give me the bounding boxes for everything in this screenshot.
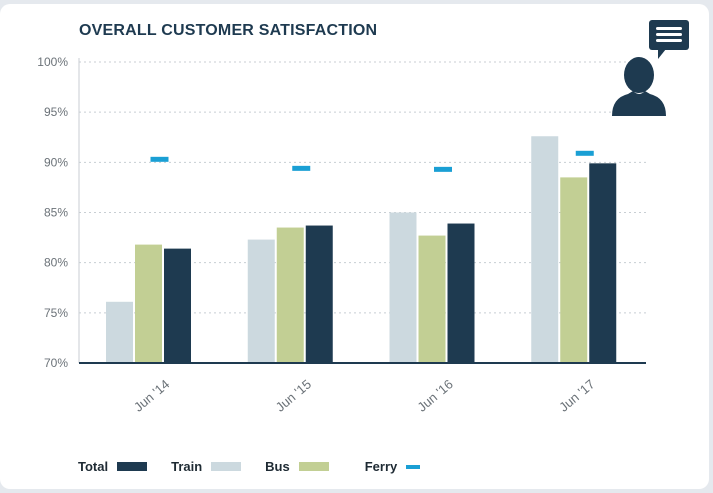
bar-bus: [560, 177, 588, 363]
bar-total: [305, 225, 333, 363]
x-tick-label: Jun '17: [556, 376, 597, 414]
legend-label-total: Total: [78, 459, 109, 474]
legend-label-train: Train: [171, 459, 203, 474]
x-tick-label: Jun '15: [273, 376, 314, 414]
legend-item-ferry: Ferry: [365, 459, 421, 474]
bar-bus: [418, 235, 446, 363]
legend-swatch-ferry: [406, 464, 421, 469]
legend-swatch-total: [117, 462, 148, 471]
bar-total: [589, 163, 617, 363]
y-tick-label: 70%: [44, 356, 68, 370]
bar-train: [389, 212, 417, 363]
legend-item-total: Total: [78, 459, 148, 474]
x-tick-label: Jun '16: [414, 376, 455, 414]
chart-legend: Total Train Bus Ferry: [78, 459, 444, 474]
marker-ferry: [575, 150, 594, 156]
y-tick-label: 75%: [44, 306, 68, 320]
chart-title: OVERALL CUSTOMER SATISFACTION: [79, 22, 378, 39]
bars: [106, 136, 617, 363]
legend-item-bus: Bus: [265, 459, 329, 474]
bar-train: [247, 239, 275, 363]
marker-ferry: [434, 166, 452, 172]
x-tick-label: Jun '14: [131, 376, 172, 414]
legend-label-bus: Bus: [265, 459, 290, 474]
bar-bus: [276, 227, 304, 363]
bar-bus: [135, 244, 162, 363]
person-silhouette-icon: [612, 57, 666, 116]
customer-feedback-icon: [610, 18, 690, 118]
axes: [78, 58, 646, 364]
bar-total: [164, 248, 191, 363]
bar-train: [531, 136, 559, 363]
legend-label-ferry: Ferry: [364, 459, 398, 474]
y-tick-label: 85%: [44, 206, 68, 220]
legend-swatch-bus: [298, 462, 329, 471]
chat-bubble-icon: [649, 20, 689, 59]
y-tick-label: 90%: [44, 155, 68, 169]
legend-item-train: Train: [171, 459, 242, 474]
bar-train: [106, 301, 133, 363]
y-tick-label: 100%: [37, 55, 68, 69]
marker-ferry: [292, 165, 311, 171]
y-tick-label: 80%: [44, 256, 68, 270]
marker-ferry: [150, 156, 169, 162]
legend-swatch-train: [211, 462, 242, 471]
bar-total: [447, 223, 475, 363]
y-tick-label: 95%: [44, 105, 68, 119]
